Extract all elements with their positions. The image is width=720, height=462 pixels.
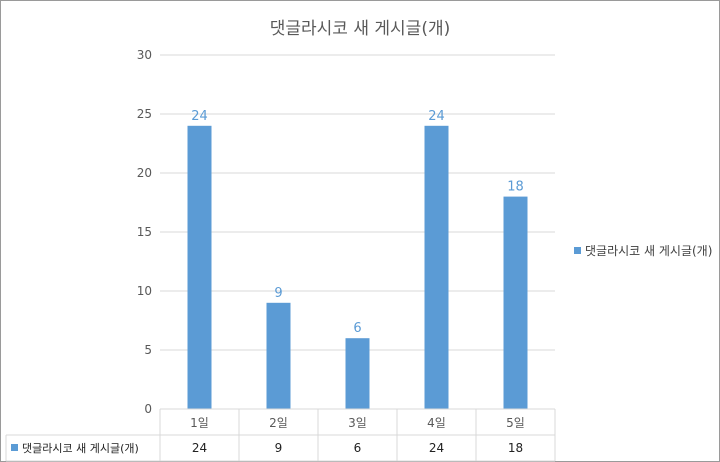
legend: 댓글라시코 새 게시글(개)	[574, 244, 712, 258]
table-value: 24	[429, 441, 444, 455]
data-labels: 24 9 6 24 18	[191, 109, 524, 336]
bar	[187, 125, 212, 410]
data-label: 18	[507, 180, 524, 195]
y-tick-label: 30	[137, 48, 152, 62]
legend-key	[574, 247, 581, 254]
table-series-name: 댓글라시코 새 게시글(개)	[22, 442, 139, 455]
category-label: 5일	[506, 416, 525, 430]
y-tick-label: 10	[137, 284, 152, 298]
bars	[187, 125, 528, 410]
data-label: 24	[191, 109, 208, 124]
table-value: 6	[354, 441, 362, 455]
table-value: 9	[275, 441, 283, 455]
category-label: 4일	[427, 416, 446, 430]
bar	[424, 125, 449, 410]
y-axis-ticks: 0 5 10 15 20 25 30	[137, 48, 152, 416]
chart-title: 댓글라시코 새 게시글(개)	[269, 19, 451, 39]
table-value: 24	[192, 441, 207, 455]
table-series-key	[11, 444, 18, 451]
legend-entry: 댓글라시코 새 게시글(개)	[585, 244, 712, 258]
category-label: 1일	[190, 416, 209, 430]
table-value: 18	[508, 441, 523, 455]
y-tick-label: 20	[137, 166, 152, 180]
bar	[266, 302, 291, 409]
y-tick-label: 15	[137, 225, 152, 239]
data-label: 6	[353, 321, 361, 336]
bar	[503, 196, 528, 409]
category-label: 2일	[269, 416, 288, 430]
data-label: 24	[428, 109, 445, 124]
bar	[345, 338, 370, 409]
data-label: 9	[274, 286, 282, 301]
data-table: 1일 24 2일 9 3일 6 4일 24 5일 18 댓글라시코 새 게시글(개)	[5, 408, 556, 462]
y-tick-label: 5	[144, 343, 152, 357]
y-tick-label: 0	[144, 402, 152, 416]
y-tick-label: 25	[137, 107, 152, 121]
category-label: 3일	[348, 416, 367, 430]
